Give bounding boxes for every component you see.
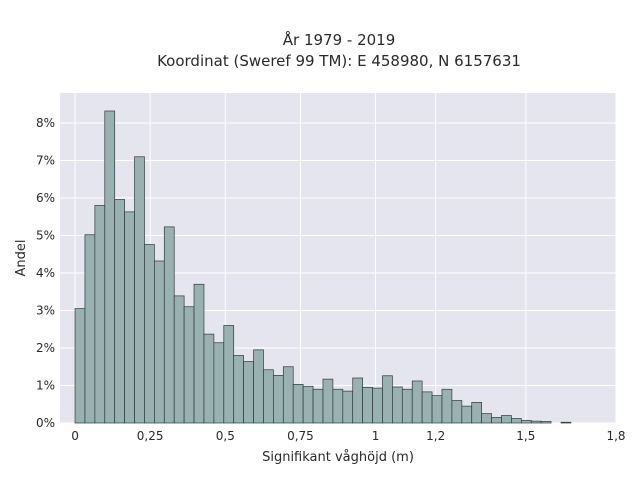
histogram-bar <box>322 378 334 424</box>
histogram-bar <box>292 384 304 424</box>
y-tick-label: 8% <box>36 116 55 130</box>
histogram-bar <box>104 110 116 424</box>
histogram-bar <box>213 342 225 424</box>
histogram-bar <box>511 418 522 424</box>
histogram-bar <box>372 387 383 424</box>
x-tick-label: 0,5 <box>216 429 235 443</box>
histogram-bar <box>451 400 463 424</box>
histogram-bar <box>342 390 354 424</box>
histogram-bar <box>401 388 413 424</box>
y-axis-label: Andel <box>14 240 29 277</box>
x-tick-label: 0,25 <box>137 429 164 443</box>
histogram-bar <box>431 395 443 424</box>
histogram-bar <box>362 387 373 424</box>
histogram-bar <box>223 325 235 424</box>
x-tick-label: 1 <box>372 429 380 443</box>
histogram-bar <box>253 349 264 424</box>
histogram-bar <box>312 388 324 424</box>
x-tick-label: 1,8 <box>606 429 625 443</box>
bars <box>74 110 572 424</box>
histogram-bar <box>193 283 205 424</box>
histogram-bar <box>243 361 254 424</box>
histogram-bar <box>421 391 433 424</box>
y-tick-label: 5% <box>36 229 55 243</box>
histogram-bar <box>540 421 552 424</box>
histogram-bar <box>491 417 502 424</box>
histogram-bar <box>163 226 175 424</box>
y-tick-label: 2% <box>36 341 55 355</box>
histogram-bar <box>154 260 165 424</box>
x-axis-ticks: 0 0,25 0,5 0,75 1 1,2 1,5 1,8 <box>71 429 625 443</box>
y-tick-label: 4% <box>36 266 55 280</box>
chart-title-line1: År 1979 - 2019 <box>283 30 396 49</box>
histogram-bar <box>302 385 314 424</box>
histogram-bar <box>520 420 532 424</box>
histogram-bar <box>382 375 393 424</box>
histogram-bar <box>501 415 512 424</box>
histogram-bar <box>124 211 135 424</box>
histogram-bar <box>352 377 363 424</box>
histogram-bar <box>114 199 125 424</box>
x-axis-label: Signifikant våghöjd (m) <box>262 450 414 465</box>
x-tick-label: 0 <box>71 429 79 443</box>
histogram-bar <box>332 388 344 424</box>
histogram-bar <box>392 386 403 424</box>
histogram-bar <box>74 308 86 424</box>
x-tick-label: 0,75 <box>287 429 314 443</box>
histogram-bar <box>263 369 274 424</box>
histogram-bar <box>203 333 215 424</box>
histogram-bar <box>144 244 155 424</box>
chart-title-line2: Koordinat (Sweref 99 TM): E 458980, N 61… <box>157 52 521 70</box>
x-tick-label: 1,2 <box>426 429 445 443</box>
histogram-bar <box>282 366 294 424</box>
y-tick-label: 7% <box>36 154 55 168</box>
histogram-bar <box>471 402 483 424</box>
histogram-bar <box>530 420 542 424</box>
histogram-bar <box>134 156 145 424</box>
y-tick-label: 3% <box>36 304 55 318</box>
x-tick-label: 1,5 <box>516 429 535 443</box>
histogram-bar <box>273 375 284 424</box>
histogram-bar <box>84 234 96 424</box>
y-axis-ticks: 0% 1% 2% 3% 4% 5% 6% 7% 8% <box>36 116 55 430</box>
y-tick-label: 1% <box>36 379 55 393</box>
y-tick-label: 6% <box>36 191 55 205</box>
histogram-bar <box>94 205 106 424</box>
histogram-bar <box>441 388 453 424</box>
histogram-bar <box>183 306 195 424</box>
histogram-bar <box>481 413 492 424</box>
histogram-bar <box>560 421 572 424</box>
histogram-bar <box>461 405 473 424</box>
histogram-bar <box>411 380 423 424</box>
y-tick-label: 0% <box>36 416 55 430</box>
histogram-bar <box>173 295 185 424</box>
histogram-bar <box>233 355 244 424</box>
